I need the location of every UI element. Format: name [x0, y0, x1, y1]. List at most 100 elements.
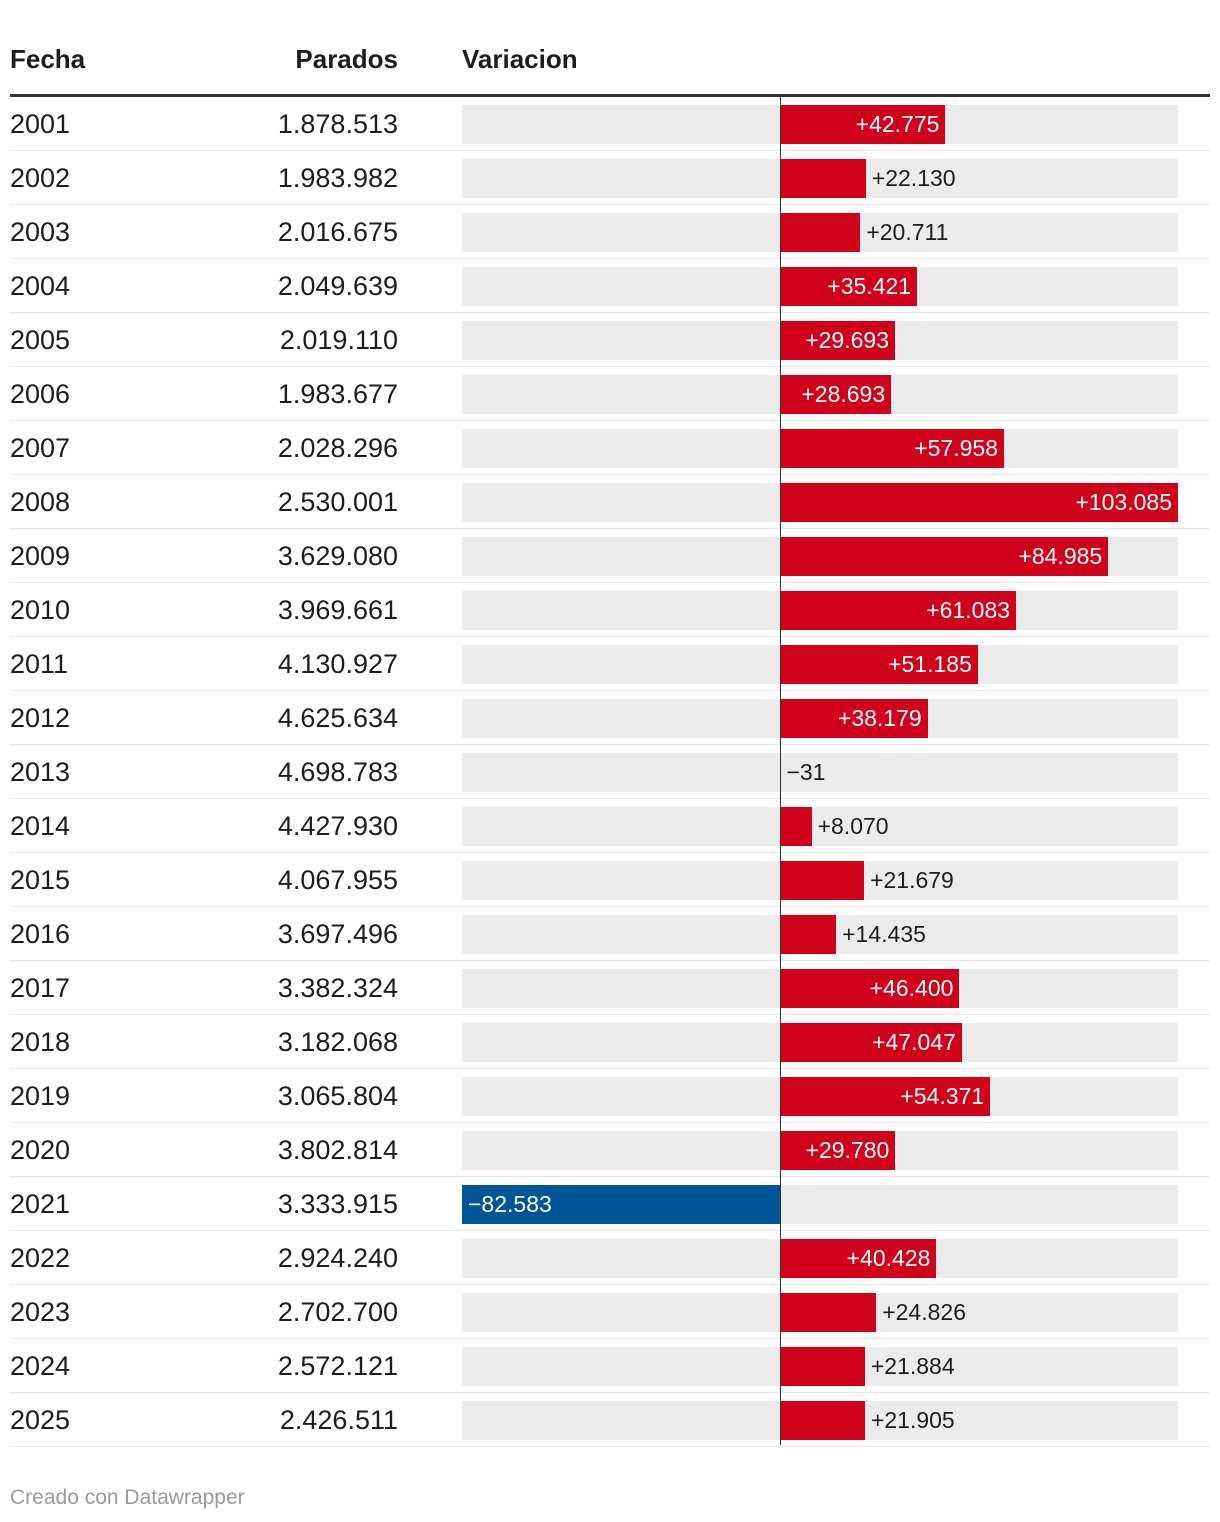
variacion-bar — [780, 1077, 991, 1116]
fecha-cell: 2016 — [10, 919, 71, 949]
parados-cell: 2.016.675 — [277, 217, 398, 247]
variacion-label: +57.958 — [914, 435, 998, 461]
parados-cell: 2.019.110 — [279, 325, 398, 355]
fecha-cell: 2017 — [10, 973, 71, 1003]
parados-cell: 4.698.783 — [277, 757, 398, 787]
variacion-bar — [780, 537, 1109, 576]
table-row: 2003 2.016.675 +20.711 — [10, 205, 1210, 259]
table-row: 2019 3.065.804 +54.371 — [10, 1069, 1210, 1123]
fecha-cell: 2022 — [10, 1243, 71, 1273]
fecha-cell: 2025 — [10, 1405, 71, 1435]
table-row: 2008 2.530.001 +103.085 — [10, 475, 1210, 529]
table-row: 2024 2.572.121 +21.884 — [10, 1339, 1210, 1393]
variacion-bar — [780, 861, 865, 900]
table-row: 2025 2.426.511 +21.905 — [10, 1393, 1210, 1447]
parados-cell: 3.333.915 — [277, 1189, 398, 1219]
table-row: 2005 2.019.110 +29.693 — [10, 313, 1210, 367]
variacion-bar — [780, 969, 960, 1008]
parados-cell: 2.049.639 — [277, 271, 398, 301]
variacion-bar — [462, 1185, 781, 1224]
variacion-label: +29.780 — [805, 1137, 890, 1163]
fecha-cell: 2011 — [10, 649, 69, 679]
table-row: 2021 3.333.915 −82.583 — [10, 1177, 1210, 1231]
table-row: 2010 3.969.661 +61.083 — [10, 583, 1210, 637]
fecha-cell: 2021 — [10, 1189, 71, 1219]
variacion-bar — [780, 807, 812, 846]
table-row: 2023 2.702.700 +24.826 — [10, 1285, 1210, 1339]
variacion-label: +51.185 — [888, 651, 972, 677]
variacion-bar — [780, 429, 1004, 468]
variacion-bar — [780, 159, 866, 198]
variacion-bar — [780, 1293, 877, 1332]
variacion-label: +21.884 — [870, 1353, 955, 1379]
parados-cell: 2.572.121 — [277, 1351, 398, 1381]
variacion-bar — [780, 483, 1178, 522]
parados-cell: 3.969.661 — [277, 595, 398, 625]
table-row: 2013 4.698.783 −31 — [10, 745, 1210, 799]
variacion-label: +38.179 — [837, 705, 922, 731]
variacion-label: +54.371 — [900, 1083, 985, 1109]
table-row: 2009 3.629.080 +84.985 — [10, 529, 1210, 583]
table-row: 2007 2.028.296 +57.958 — [10, 421, 1210, 475]
table-row: 2017 3.382.324 +46.400 — [10, 961, 1210, 1015]
table-row: 2002 1.983.982 +22.130 — [10, 151, 1210, 205]
variacion-label: +28.693 — [801, 381, 886, 407]
table-row: 2020 3.802.814 +29.780 — [10, 1123, 1210, 1177]
variacion-label: +40.428 — [846, 1245, 931, 1271]
header-fecha[interactable]: Fecha — [10, 44, 86, 74]
variacion-bar — [780, 1023, 962, 1062]
variacion-track — [462, 807, 1178, 846]
fecha-cell: 2002 — [10, 163, 71, 193]
parados-cell: 2.028.296 — [277, 433, 398, 463]
variacion-label: +22.130 — [871, 165, 956, 191]
variacion-bar — [780, 645, 978, 684]
variacion-bar — [780, 267, 918, 306]
parados-cell: 4.067.955 — [277, 865, 398, 895]
header-parados[interactable]: Parados — [295, 44, 398, 74]
datawrapper-credit[interactable]: Creado con Datawrapper — [10, 1486, 245, 1509]
parados-cell: 3.697.496 — [277, 919, 398, 949]
header-variacion[interactable]: Variacion — [462, 44, 578, 74]
parados-cell: 3.382.324 — [277, 973, 398, 1003]
variacion-label: −31 — [786, 759, 826, 785]
fecha-cell: 2008 — [10, 487, 71, 517]
variacion-label: +14.435 — [842, 921, 926, 947]
parados-cell: 1.983.982 — [277, 163, 398, 193]
parados-cell: 2.530.001 — [277, 487, 398, 517]
fecha-cell: 2001 — [10, 109, 71, 139]
parados-cell: 2.426.511 — [279, 1405, 398, 1435]
parados-cell: 4.625.634 — [277, 703, 398, 733]
variacion-bar — [780, 591, 1016, 630]
variacion-bar — [780, 1131, 896, 1170]
fecha-cell: 2010 — [10, 595, 71, 625]
variacion-bar — [780, 1401, 865, 1440]
parados-cell: 3.802.814 — [277, 1135, 398, 1165]
fecha-cell: 2007 — [10, 433, 71, 463]
fecha-cell: 2006 — [10, 379, 71, 409]
parados-cell: 2.924.240 — [277, 1243, 398, 1273]
variacion-label: +8.070 — [817, 813, 889, 839]
fecha-cell: 2009 — [10, 541, 71, 571]
fecha-cell: 2020 — [10, 1135, 71, 1165]
table-row: 2016 3.697.496 +14.435 — [10, 907, 1210, 961]
variacion-bar — [780, 321, 895, 360]
parados-cell: 3.182.068 — [277, 1027, 398, 1057]
fecha-cell: 2003 — [10, 217, 71, 247]
parados-cell: 1.878.513 — [277, 109, 398, 139]
variacion-label: +103.085 — [1075, 489, 1172, 515]
variacion-bar — [780, 915, 837, 954]
variacion-track — [462, 753, 1178, 792]
zero-axis-line — [780, 97, 781, 1445]
variacion-bar — [780, 1347, 865, 1386]
table-row: 2004 2.049.639 +35.421 — [10, 259, 1210, 313]
variacion-bar — [780, 105, 946, 144]
variacion-label: +21.905 — [870, 1407, 955, 1433]
variacion-bar — [780, 213, 861, 252]
table-row: 2015 4.067.955 +21.679 — [10, 853, 1210, 907]
variacion-label: +47.047 — [872, 1029, 956, 1055]
fecha-cell: 2023 — [10, 1297, 71, 1327]
fecha-cell: 2024 — [10, 1351, 71, 1381]
table-row: 2001 1.878.513 +42.775 — [10, 97, 1210, 151]
fecha-cell: 2013 — [10, 757, 71, 787]
variacion-label: +84.985 — [1018, 543, 1103, 569]
